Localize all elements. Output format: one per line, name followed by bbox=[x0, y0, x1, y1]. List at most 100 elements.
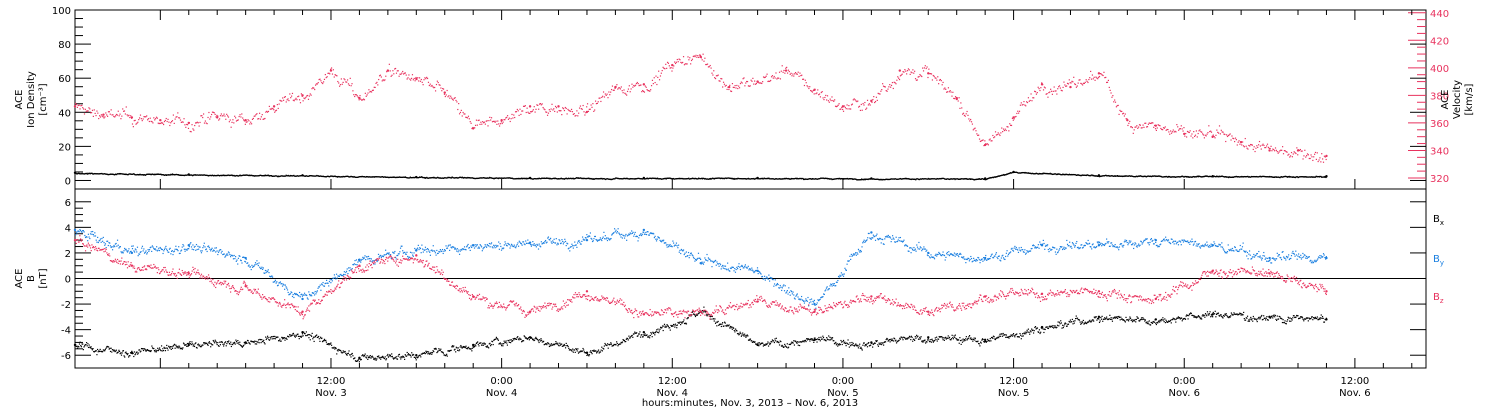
velocity-sample-mark bbox=[1302, 150, 1303, 151]
velocity-sample-mark bbox=[1145, 123, 1146, 124]
bx-sample-mark bbox=[154, 350, 155, 351]
velocity-data-point bbox=[273, 105, 275, 107]
velocity-sample-mark bbox=[546, 112, 547, 113]
velocity-sample-mark bbox=[788, 70, 789, 71]
bx-sample-mark bbox=[407, 354, 408, 355]
velocity-sample-mark bbox=[153, 117, 154, 118]
velocity-sample-mark bbox=[174, 123, 175, 124]
velocity-sample-mark bbox=[1270, 146, 1271, 147]
velocity-sample-mark bbox=[303, 100, 304, 101]
velocity-sample-mark bbox=[507, 115, 508, 116]
velocity-sample-mark bbox=[1204, 137, 1205, 138]
velocity-sample-mark bbox=[862, 103, 863, 104]
bx-sample-mark bbox=[210, 346, 211, 347]
velocity-sample-mark bbox=[958, 100, 959, 101]
bx-sample-mark bbox=[272, 336, 273, 337]
velocity-sample-mark bbox=[436, 84, 437, 85]
velocity-data-point bbox=[785, 69, 787, 71]
bx-sample-mark bbox=[123, 350, 124, 351]
velocity-sample-mark bbox=[866, 108, 867, 109]
bx-sample-mark bbox=[162, 348, 163, 349]
bx-sample-mark bbox=[114, 350, 115, 351]
velocity-sample-mark bbox=[846, 108, 847, 109]
velocity-sample-mark bbox=[1202, 133, 1203, 134]
velocity-sample-mark bbox=[814, 93, 815, 94]
velocity-sample-mark bbox=[1082, 84, 1083, 85]
velocity-sample-mark bbox=[752, 78, 753, 79]
bx-sample-mark bbox=[239, 344, 240, 345]
bx-sample-mark bbox=[461, 346, 462, 347]
velocity-sample-mark bbox=[1234, 141, 1235, 142]
bx-sample-mark bbox=[603, 348, 604, 349]
bx-sample-mark bbox=[336, 348, 337, 349]
bx-sample-mark bbox=[586, 355, 587, 356]
velocity-sample-mark bbox=[1319, 157, 1320, 158]
bx-sample-mark bbox=[431, 352, 432, 353]
velocity-sample-mark bbox=[830, 100, 831, 101]
velocity-sample-mark bbox=[1216, 130, 1217, 131]
bx-sample-mark bbox=[267, 336, 268, 337]
bx-sample-mark bbox=[187, 346, 188, 347]
velocity-sample-mark bbox=[590, 109, 591, 110]
velocity-sample-mark bbox=[1283, 153, 1284, 154]
bx-sample-mark bbox=[266, 339, 267, 340]
velocity-sample-mark bbox=[1156, 130, 1157, 131]
velocity-sample-mark bbox=[364, 99, 365, 100]
velocity-sample-mark bbox=[368, 89, 369, 90]
velocity-sample-mark bbox=[644, 92, 645, 93]
velocity-sample-mark bbox=[317, 83, 318, 84]
velocity-sample-mark bbox=[398, 70, 399, 71]
velocity-sample-mark bbox=[1262, 145, 1263, 146]
velocity-sample-mark bbox=[1312, 160, 1313, 161]
bx-sample-mark bbox=[169, 347, 170, 348]
bx-sample-mark bbox=[191, 341, 192, 342]
bx-sample-mark bbox=[143, 350, 144, 351]
bx-sample-mark bbox=[503, 343, 504, 344]
velocity-sample-mark bbox=[1075, 84, 1076, 85]
bx-sample-mark bbox=[238, 342, 239, 343]
velocity-sample-mark bbox=[390, 70, 391, 71]
velocity-sample-mark bbox=[502, 123, 503, 124]
bx-sample-mark bbox=[512, 340, 513, 341]
velocity-sample-mark bbox=[377, 84, 378, 85]
velocity-sample-mark bbox=[251, 123, 252, 124]
velocity-sample-mark bbox=[1237, 144, 1238, 145]
velocity-sample-mark bbox=[1030, 100, 1031, 101]
velocity-sample-mark bbox=[1215, 135, 1216, 136]
bx-sample-mark bbox=[131, 351, 132, 352]
velocity-sample-mark bbox=[215, 116, 216, 117]
velocity-sample-mark bbox=[825, 95, 826, 96]
bx-sample-mark bbox=[134, 351, 135, 352]
velocity-sample-mark bbox=[150, 118, 151, 119]
bx-sample-mark bbox=[572, 348, 573, 349]
bx-sample-mark bbox=[99, 351, 100, 352]
bx-sample-mark bbox=[164, 348, 165, 349]
bx-sample-mark bbox=[108, 346, 109, 347]
velocity-sample-mark bbox=[322, 83, 323, 84]
velocity-sample-mark bbox=[399, 76, 400, 77]
bx-sample-mark bbox=[523, 340, 524, 341]
bx-sample-mark bbox=[89, 344, 90, 345]
velocity-sample-mark bbox=[775, 72, 776, 73]
velocity-sample-mark bbox=[110, 114, 111, 115]
velocity-sample-mark bbox=[875, 101, 876, 102]
bx-sample-mark bbox=[659, 330, 660, 331]
velocity-sample-mark bbox=[762, 81, 763, 82]
bx-sample-mark bbox=[465, 346, 466, 347]
velocity-sample-mark bbox=[1267, 144, 1268, 145]
velocity-sample-mark bbox=[548, 113, 549, 114]
velocity-sample-mark bbox=[1007, 126, 1008, 127]
velocity-sample-mark bbox=[651, 85, 652, 86]
velocity-sample-mark bbox=[735, 85, 736, 86]
velocity-sample-mark bbox=[84, 113, 85, 114]
bx-sample-mark bbox=[145, 349, 146, 350]
velocity-sample-mark bbox=[92, 110, 93, 111]
velocity-sample-mark bbox=[331, 67, 332, 68]
velocity-sample-mark bbox=[903, 72, 904, 73]
velocity-sample-mark bbox=[1112, 95, 1113, 96]
velocity-sample-mark bbox=[935, 78, 936, 79]
bx-sample-mark bbox=[301, 337, 302, 338]
bx-sample-mark bbox=[350, 356, 351, 357]
velocity-sample-mark bbox=[421, 79, 422, 80]
bx-sample-mark bbox=[337, 350, 338, 351]
